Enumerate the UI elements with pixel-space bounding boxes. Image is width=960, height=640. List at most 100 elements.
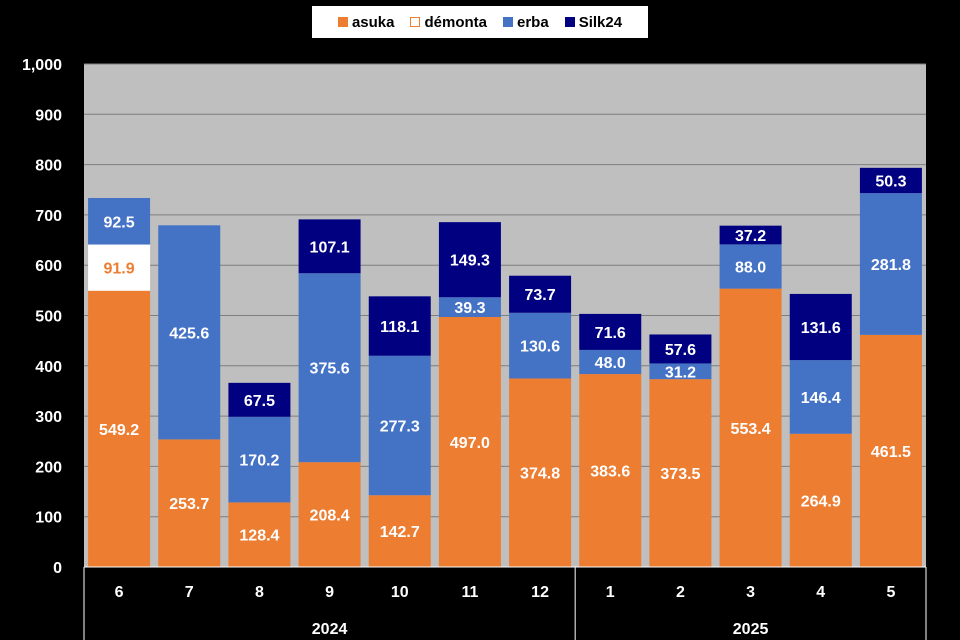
bar-segment-asuka — [649, 379, 712, 567]
y-tick-label: 200 — [35, 459, 62, 476]
data-label: 149.3 — [450, 253, 490, 270]
bar-segment-asuka — [438, 317, 501, 567]
data-label: 264.9 — [801, 493, 841, 510]
y-axis: 0 100 200 300 400 500 600 700 800 900 1,000 — [22, 57, 62, 577]
data-label: 37.2 — [735, 228, 766, 245]
bar-segment-erba — [509, 312, 572, 379]
y-tick-label: 900 — [35, 107, 62, 124]
data-label: 497.0 — [450, 435, 490, 452]
bars: 549.2 91.9 92.5 253.7 425.6 128.4 170.2 67.5 208… — [88, 167, 922, 567]
data-label: 373.5 — [660, 466, 700, 483]
year-group-label: 2025 — [733, 621, 769, 638]
bar-segment-erba — [438, 297, 501, 318]
data-label: 91.9 — [104, 261, 135, 278]
legend-swatch — [337, 17, 348, 27]
bar-segment-silk24 — [579, 313, 642, 350]
data-label: 208.4 — [310, 508, 350, 525]
x-tick-label: 11 — [461, 584, 478, 601]
data-label: 425.6 — [169, 325, 209, 342]
bar-segment-asuka — [719, 288, 782, 567]
year-group-label: 2024 — [312, 621, 348, 638]
bar-segment-erba — [579, 349, 642, 375]
data-label: 67.5 — [244, 393, 275, 410]
y-tick-label: 800 — [35, 158, 62, 175]
data-label: 253.7 — [169, 496, 209, 513]
x-tick-label: 9 — [325, 584, 334, 601]
bar-segment-asuka — [88, 290, 151, 567]
y-tick-label: 100 — [35, 510, 62, 527]
y-tick-label: 500 — [35, 309, 62, 326]
data-label: 375.6 — [310, 361, 350, 378]
bar-segment-silk24 — [649, 334, 712, 364]
x-tick-label: 1 — [606, 584, 615, 601]
bar-segment-erba — [859, 193, 922, 335]
legend-swatch — [503, 17, 513, 27]
bar-segment-asuka — [158, 439, 221, 567]
legend-label: asuka — [351, 13, 395, 31]
data-label: 461.5 — [871, 444, 911, 461]
legend-label: démonta — [424, 13, 487, 31]
bar-segment-asuka — [368, 495, 431, 567]
y-tick-label: 300 — [35, 409, 62, 426]
bar-segment-erba — [789, 360, 852, 434]
legend: asuka démonta erba Silk24 — [312, 6, 648, 38]
data-label: 130.6 — [520, 339, 560, 356]
data-label: 50.3 — [875, 173, 906, 190]
bar-segment-asuka — [228, 502, 291, 567]
y-tick-label: 0 — [53, 560, 62, 577]
y-tick-label: 400 — [35, 359, 62, 376]
x-tick-label: 6 — [115, 584, 124, 601]
data-label: 88.0 — [735, 260, 766, 277]
data-label: 57.6 — [665, 342, 696, 359]
gridlines — [84, 63, 926, 518]
bar-segment-asuka — [859, 334, 922, 567]
bar-segment-silk24 — [719, 225, 782, 245]
x-tick-label: 7 — [185, 584, 194, 601]
bar-segment-erba — [649, 363, 712, 380]
bar-segment-erba — [298, 273, 361, 463]
bar-segment-erba — [158, 225, 221, 440]
bar-segment-silk24 — [228, 382, 291, 417]
data-label: 374.8 — [520, 466, 560, 483]
data-label: 118.1 — [380, 319, 419, 336]
bar-segment-erba — [88, 197, 151, 245]
legend-item: Silk24 — [564, 14, 622, 31]
data-label: 146.4 — [801, 390, 841, 407]
x-tick-label: 4 — [816, 584, 825, 601]
y-tick-label: 700 — [35, 208, 62, 225]
x-tick-label: 2 — [676, 584, 685, 601]
bar-segment-asuka — [509, 378, 572, 567]
data-label: 383.6 — [590, 464, 630, 481]
data-label: 142.7 — [380, 524, 420, 541]
data-label: 48.0 — [595, 355, 626, 372]
data-label: 71.6 — [595, 325, 626, 342]
bar-segment-silk24 — [789, 293, 852, 361]
data-label: 39.3 — [454, 300, 485, 317]
bar-segment-asuka — [579, 374, 642, 567]
data-label: 553.4 — [731, 421, 771, 438]
bar-segment-erba — [368, 355, 431, 496]
bar-segment-silk24 — [368, 296, 431, 356]
data-label: 170.2 — [239, 453, 279, 470]
x-tick-label: 10 — [391, 584, 409, 601]
legend-swatch — [410, 17, 421, 27]
data-label: 281.8 — [871, 257, 911, 274]
bar-segment-silk24 — [438, 222, 501, 298]
legend-label: erba — [517, 13, 549, 31]
data-label: 128.4 — [239, 528, 279, 545]
legend-swatch — [564, 17, 575, 27]
data-label: 73.7 — [525, 287, 556, 304]
legend-item: erba — [503, 14, 549, 31]
y-tick-label: 600 — [35, 258, 62, 275]
bar-segment-asuka — [298, 462, 361, 567]
legend-item: asuka — [337, 13, 395, 31]
data-label: 92.5 — [104, 214, 135, 231]
bar-segment-asuka — [789, 433, 852, 567]
bar-segment-d-monta — [88, 244, 151, 291]
x-tick-label: 5 — [886, 584, 895, 601]
data-label: 31.2 — [665, 364, 696, 381]
x-tick-label: 12 — [531, 584, 549, 601]
x-tick-label: 8 — [255, 584, 264, 601]
